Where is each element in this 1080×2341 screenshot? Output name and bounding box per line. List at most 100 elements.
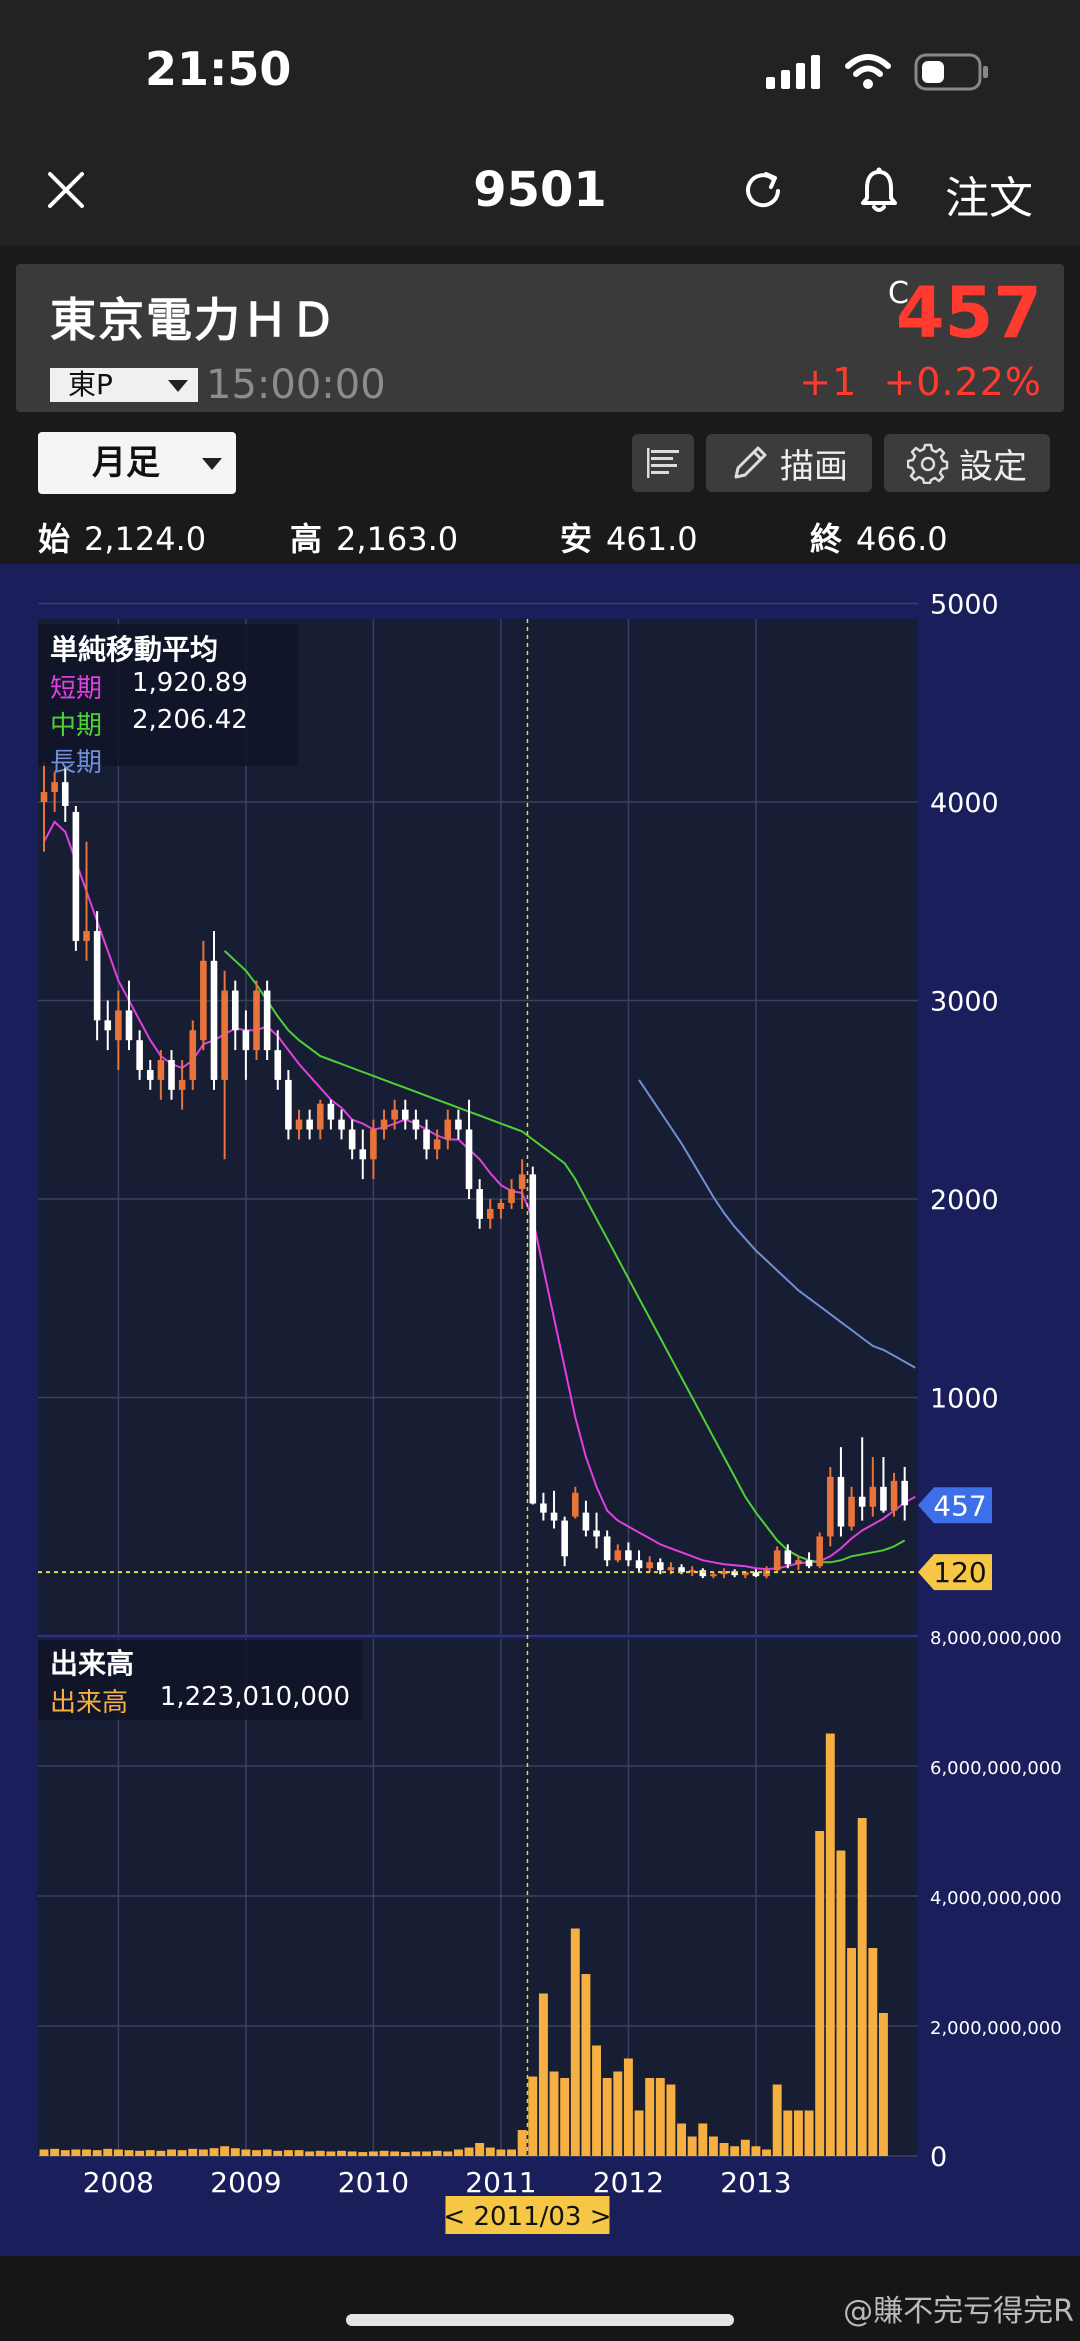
volume-bar (273, 2150, 283, 2156)
close-icon[interactable] (46, 170, 86, 210)
volume-plot-bg (38, 1639, 918, 2156)
candle-body (51, 782, 58, 793)
volume-bar (411, 2151, 421, 2156)
candle-body (529, 1174, 537, 1504)
volume-bar (156, 2150, 166, 2156)
volume-bar (783, 2110, 793, 2156)
volume-bar (815, 1831, 825, 2156)
volume-bar (262, 2149, 272, 2156)
bottom-bar: @賺不完亏得完R (0, 2256, 1080, 2341)
indicator-list-button[interactable] (632, 434, 694, 492)
candle-body (348, 1129, 356, 1150)
volume-tick-label: 4,000,000,000 (930, 1888, 1062, 1909)
volume-bar (655, 2078, 665, 2156)
volume-bar (368, 2151, 378, 2156)
caret-down-icon (168, 380, 188, 392)
volume-bar (762, 2149, 772, 2156)
x-tick-label: 2013 (720, 2166, 791, 2199)
candle-body (40, 792, 48, 802)
ma-long-row: 長期 (50, 742, 286, 779)
chart-area[interactable]: 5000 4000 3000 2000 1000 8,000,000,000 6,000,0… (0, 564, 1080, 2256)
ma-short-label: 短期 (50, 674, 103, 704)
market-select[interactable]: 東P (50, 368, 198, 402)
page-title: 9501 (473, 162, 607, 218)
volume-bar (634, 2110, 644, 2156)
candle-body (72, 811, 80, 941)
candle-body (742, 1572, 749, 1576)
candle-body (550, 1512, 558, 1521)
ma-mid-row: 中期 2,206.42 (50, 705, 286, 742)
candle-body (274, 1050, 282, 1080)
pencil-icon (734, 446, 767, 479)
volume-bar (507, 2149, 516, 2156)
high-value: 2,163.0 (336, 520, 459, 558)
volume-bar (793, 2110, 803, 2156)
candle-body (401, 1109, 409, 1120)
candle-body (115, 1010, 122, 1041)
close-value: 466.0 (856, 520, 948, 558)
wifi-icon (845, 54, 891, 89)
bell-icon[interactable] (856, 166, 902, 214)
volume-bar (103, 2148, 113, 2156)
price-change: +1 +0.22% (799, 360, 1042, 404)
crosshair-price-tag (918, 1554, 992, 1591)
candle-body (316, 1103, 324, 1130)
volume-bar (666, 2084, 676, 2156)
candle-body (338, 1119, 345, 1130)
volume-bar (198, 2149, 208, 2156)
price-tick-label: 2000 (930, 1185, 999, 1216)
price-tick-label: 5000 (930, 590, 999, 621)
volume-bar (358, 2152, 368, 2156)
draw-button[interactable]: 描画 (706, 434, 872, 492)
change-value: +1 (799, 360, 858, 404)
volume-bar (71, 2149, 81, 2156)
price-tick-label: 4000 (930, 788, 999, 819)
volume-bar (283, 2150, 293, 2156)
candle-body (263, 990, 271, 1051)
volume-bar (719, 2143, 729, 2156)
open-value: 2,124.0 (84, 520, 207, 558)
home-indicator[interactable] (346, 2314, 734, 2326)
order-button[interactable]: 注文 (945, 173, 1033, 224)
candle-body (359, 1149, 367, 1160)
chart-toolbar: 月足 描画 設定 (0, 426, 1080, 508)
candle-body (231, 990, 239, 1031)
quote-time: 15:00:00 (206, 362, 386, 408)
price-tick-label: 1000 (930, 1384, 999, 1415)
candle-body (540, 1503, 547, 1513)
volume-bar (804, 2110, 814, 2156)
volume-bar (347, 2151, 357, 2156)
draw-label: 描画 (780, 446, 848, 487)
high-label: 高 (290, 520, 323, 558)
candle-body (146, 1069, 154, 1080)
period-select[interactable]: 月足 (38, 432, 236, 494)
close-label: 終 (810, 520, 843, 558)
settings-button[interactable]: 設定 (884, 434, 1050, 492)
volume-bar (570, 1928, 580, 2156)
ohlc-low: 安 461.0 (560, 514, 698, 560)
price-plot-bg (38, 619, 918, 1634)
stock-card: 東京電力ＨＤ 東P 15:00:00 C 457 +1 +0.22% (16, 264, 1064, 412)
volume-bar (135, 2150, 145, 2156)
candle-body (667, 1567, 675, 1571)
ohlc-bar: 始 2,124.0 高 2,163.0 安 461.0 終 466.0 (0, 508, 1080, 564)
candle-body (880, 1486, 887, 1511)
candle-body (752, 1572, 760, 1577)
stock-name: 東京電力ＨＤ (50, 293, 338, 347)
volume-bar (50, 2148, 60, 2156)
volume-bar (751, 2146, 761, 2156)
volume-bar (549, 2071, 559, 2156)
refresh-icon[interactable] (740, 168, 786, 214)
settings-label: 設定 (959, 446, 1027, 487)
stock-chart[interactable]: 5000 4000 3000 2000 1000 8,000,000,000 6,000,0… (0, 564, 1080, 2256)
candle-body (391, 1109, 398, 1120)
current-price: 457 (895, 272, 1042, 354)
ma-mid-label: 中期 (50, 711, 103, 741)
candle-body (370, 1129, 377, 1160)
candle-body (200, 960, 207, 1041)
candle-body (380, 1119, 388, 1130)
price-flag: C (888, 276, 909, 311)
candle-body (61, 782, 69, 806)
ma-mid-value: 2,206.42 (132, 705, 248, 735)
volume-tick-label: 6,000,000,000 (930, 1758, 1062, 1779)
